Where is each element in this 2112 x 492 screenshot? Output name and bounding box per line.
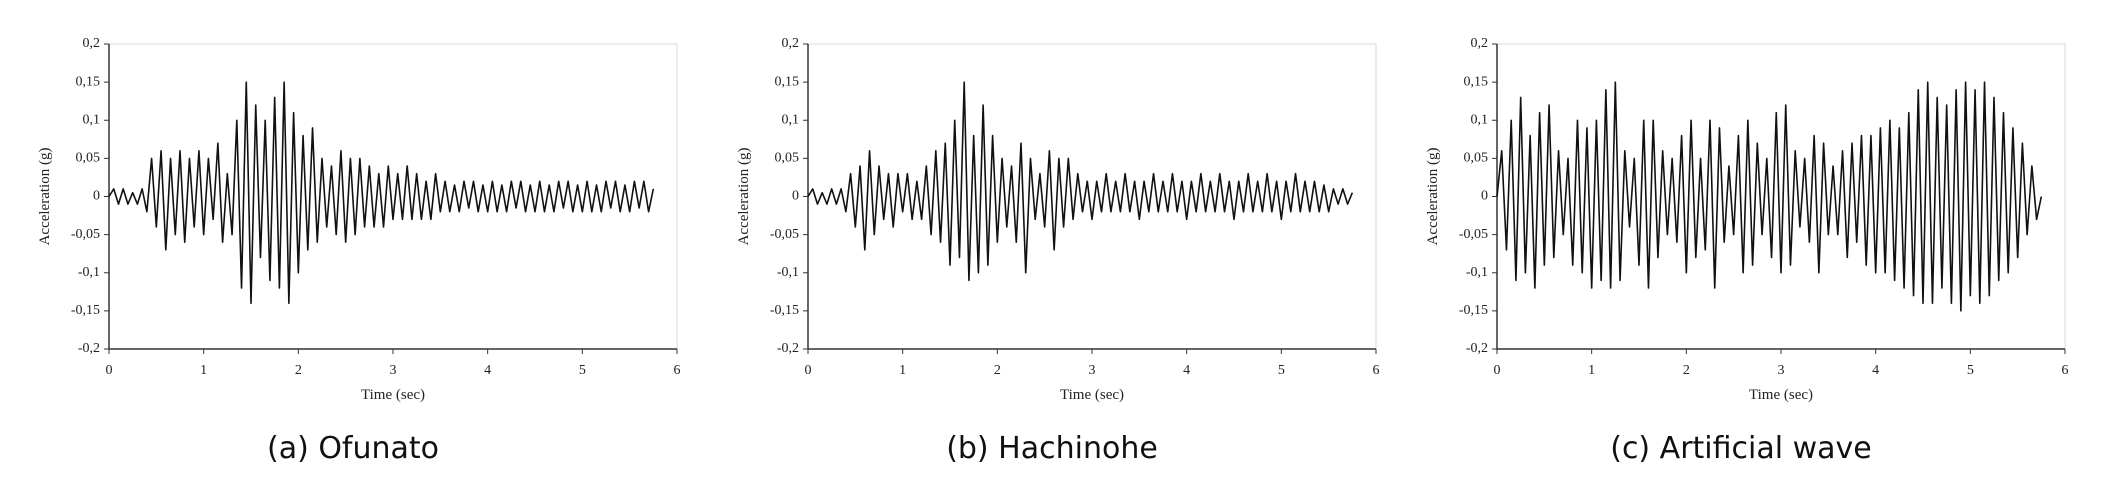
x-tick-label: 5 <box>1278 363 1285 378</box>
y-tick-label: 0,15 <box>775 74 800 89</box>
y-tick-label: 0,2 <box>782 36 800 51</box>
waveform <box>1496 81 2043 312</box>
x-tick-label: 6 <box>2062 363 2069 378</box>
chart-panel: -0,2 -0,15 -0,1 -0,05 0 0,05 0,1 0,15 0,2 0 1 2 3 4 5 6… <box>37 36 681 466</box>
x-tick-label: 6 <box>1373 363 1380 378</box>
y-tick-label: -0,1 <box>1466 265 1488 280</box>
x-tick-label: 2 <box>994 363 1001 378</box>
x-tick-label: 4 <box>1872 363 1879 378</box>
x-axis-label: Time (sec) <box>1749 387 1813 403</box>
chart-panel: -0,2 -0,15 -0,1 -0,05 0 0,05 0,1 0,15 0,2 0 1 2 3 4 5 6… <box>1425 36 2069 466</box>
y-tick-label: 0,2 <box>83 36 101 51</box>
x-tick-label: 4 <box>484 363 491 378</box>
x-tick-label: 2 <box>295 363 302 378</box>
x-tick-label: 1 <box>899 363 906 378</box>
y-tick-label: -0,2 <box>777 341 799 356</box>
x-tick-label: 3 <box>390 363 397 378</box>
y-tick-label: -0,05 <box>770 227 799 242</box>
y-tick-label: 0,2 <box>1471 36 1489 51</box>
x-tick-label: 5 <box>1967 363 1974 378</box>
x-tick-label: 0 <box>106 363 113 378</box>
x-axis-label: Time (sec) <box>361 387 425 403</box>
y-tick-label: 0,1 <box>1471 112 1489 127</box>
x-tick-label: 2 <box>1683 363 1690 378</box>
x-axis-label: Time (sec) <box>1060 387 1124 403</box>
plot-frame <box>108 43 678 350</box>
y-axis-label: Acceleration (g) <box>37 148 53 246</box>
x-tick-label: 0 <box>805 363 812 378</box>
y-tick-label: 0,05 <box>1464 151 1489 166</box>
y-tick-label: 0 <box>93 189 100 204</box>
y-axis-label: Acceleration (g) <box>736 148 752 246</box>
x-tick-label: 5 <box>579 363 586 378</box>
y-tick-label: 0,15 <box>1464 74 1489 89</box>
x-tick-label: 0 <box>1494 363 1501 378</box>
waveform <box>108 81 655 305</box>
y-tick-label: -0,15 <box>770 303 799 318</box>
y-tick-label: 0,15 <box>76 74 101 89</box>
y-tick-label: 0,05 <box>775 151 800 166</box>
x-tick-label: 1 <box>200 363 207 378</box>
y-axis-label: Acceleration (g) <box>1425 148 1441 246</box>
x-tick-label: 6 <box>674 363 681 378</box>
x-tick-label: 3 <box>1778 363 1785 378</box>
plot-frame <box>807 43 1377 350</box>
chart-caption: (a) Ofunato <box>267 431 439 466</box>
y-tick-label: -0,15 <box>71 303 100 318</box>
y-tick-label: -0,05 <box>71 227 100 242</box>
y-tick-label: 0 <box>1481 189 1488 204</box>
y-tick-label: 0,05 <box>76 151 101 166</box>
y-tick-label: -0,2 <box>78 341 100 356</box>
chart-caption: (c) Artificial wave <box>1610 431 1872 466</box>
y-tick-label: 0 <box>792 189 799 204</box>
x-tick-label: 1 <box>1588 363 1595 378</box>
waveform <box>807 81 1354 282</box>
chart-caption: (b) Hachinohe <box>946 431 1158 466</box>
y-tick-label: -0,15 <box>1459 303 1488 318</box>
y-tick-label: -0,2 <box>1466 341 1488 356</box>
y-tick-label: -0,1 <box>78 265 100 280</box>
x-tick-label: 4 <box>1183 363 1190 378</box>
y-tick-label: -0,05 <box>1459 227 1488 242</box>
x-tick-label: 3 <box>1089 363 1096 378</box>
y-tick-label: 0,1 <box>83 112 101 127</box>
chart-panel: -0,2 -0,15 -0,1 -0,05 0 0,05 0,1 0,15 0,2 0 1 2 3 4 5 6… <box>736 36 1380 466</box>
y-tick-label: -0,1 <box>777 265 799 280</box>
y-tick-label: 0,1 <box>782 112 800 127</box>
